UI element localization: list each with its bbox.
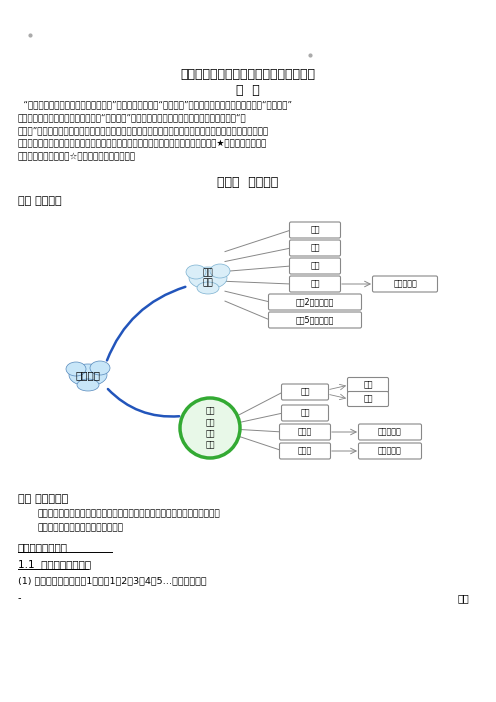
Ellipse shape	[186, 265, 206, 279]
Text: 初中数学知识点梳理《沪教市北综合版》: 初中数学知识点梳理《沪教市北综合版》	[181, 68, 315, 81]
Text: 一个
整数: 一个 整数	[203, 268, 213, 288]
FancyBboxPatch shape	[290, 240, 340, 256]
Text: 的紧密合编辑而成，既吸取了沪教版“初中数学”侧重根底、知识全面的特点，也吸取了市北版“初: 的紧密合编辑而成，既吸取了沪教版“初中数学”侧重根底、知识全面的特点，也吸取了市…	[18, 113, 247, 122]
Ellipse shape	[69, 364, 107, 386]
Text: 一、 知识构造: 一、 知识构造	[18, 196, 62, 206]
Text: (1) 正整数：用来表示符1个数的1，2，3，4，5…叫做正整数。: (1) 正整数：用来表示符1个数的1，2，3，4，5…叫做正整数。	[18, 576, 207, 585]
FancyBboxPatch shape	[290, 258, 340, 274]
Text: 互素: 互素	[300, 409, 310, 418]
FancyBboxPatch shape	[359, 424, 422, 440]
Text: 公倍数: 公倍数	[298, 446, 312, 456]
Text: 性、全面性、拓展性和概括性，能为初中数学的学习提供较好的知识导帖。文字学「【★】」为部分市北版: 性、全面性、拓展性和概括性，能为初中数学的学习提供较好的知识导帖。文字学「【★】…	[18, 139, 267, 148]
Ellipse shape	[210, 264, 230, 278]
FancyBboxPatch shape	[290, 276, 340, 292]
FancyBboxPatch shape	[280, 424, 330, 440]
Text: 第一章  数的整除: 第一章 数的整除	[217, 176, 279, 189]
Text: 最小公倍数: 最小公倍数	[378, 446, 402, 456]
Text: 的知课堂，练习学「【☆】」为部也为市北版堂。: 的知课堂，练习学「【☆】」为部也为市北版堂。	[18, 152, 136, 161]
Text: 重点：会正确地分解素因数，并会求两个正整数的最大公因数和最小公倍数。: 重点：会正确地分解素因数，并会求两个正整数的最大公因数和最小公倍数。	[38, 509, 221, 518]
FancyBboxPatch shape	[282, 405, 328, 421]
Text: 整数: 整数	[300, 388, 310, 397]
FancyBboxPatch shape	[372, 276, 437, 292]
Ellipse shape	[197, 282, 219, 294]
Text: 导  言: 导 言	[236, 84, 260, 97]
Text: 素数: 素数	[310, 262, 320, 270]
Text: 合数: 合数	[310, 279, 320, 289]
FancyBboxPatch shape	[282, 384, 328, 400]
Text: 二、 重点和难点: 二、 重点和难点	[18, 494, 68, 504]
Text: “初中数学知识点梳理沪教市北综合版”为编者依据沪教版“初中数学”和市北初级中学贵优生培训教材“初中数学”: “初中数学知识点梳理沪教市北综合版”为编者依据沪教版“初中数学”和市北初级中学贵…	[18, 100, 292, 109]
Text: 优选: 优选	[458, 593, 470, 603]
Ellipse shape	[66, 362, 86, 376]
Text: 两个
整数
间的
关系: 两个 整数 间的 关系	[205, 407, 215, 449]
Ellipse shape	[189, 267, 227, 289]
Text: 分解素因数: 分解素因数	[393, 279, 417, 289]
Text: 最大公因数: 最大公因数	[378, 428, 402, 437]
FancyBboxPatch shape	[268, 312, 362, 328]
FancyBboxPatch shape	[348, 378, 388, 392]
FancyBboxPatch shape	[268, 294, 362, 310]
Circle shape	[180, 398, 240, 458]
Text: 第一节整数和整除: 第一节整数和整除	[18, 542, 68, 552]
Text: 数的整除: 数的整除	[75, 370, 101, 380]
FancyBboxPatch shape	[359, 443, 422, 459]
FancyBboxPatch shape	[290, 222, 340, 238]
Text: 奇数: 奇数	[310, 225, 320, 234]
Text: 中数学”拓展广度、延伸深度的特点，表现了两者紧密有机融合，保证了初中数学知识点梳理的根底性、系统: 中数学”拓展广度、延伸深度的特点，表现了两者紧密有机融合，保证了初中数学知识点梳…	[18, 126, 269, 135]
Text: 能被5整除的特征: 能被5整除的特征	[296, 315, 334, 324]
Text: 能被2整除的特征: 能被2整除的特征	[296, 298, 334, 307]
Text: 因素: 因素	[363, 380, 373, 390]
FancyBboxPatch shape	[280, 443, 330, 459]
Text: -: -	[18, 593, 21, 603]
Text: 倍数: 倍数	[363, 395, 373, 404]
Text: 难点：求两个正整数的最小公倍数。: 难点：求两个正整数的最小公倍数。	[38, 523, 124, 532]
Text: 公因数: 公因数	[298, 428, 312, 437]
Text: 偶数: 偶数	[310, 244, 320, 253]
FancyBboxPatch shape	[348, 392, 388, 406]
Ellipse shape	[77, 379, 99, 391]
Ellipse shape	[90, 361, 110, 375]
Text: 1.1  整数和整除的意义: 1.1 整数和整除的意义	[18, 559, 91, 569]
